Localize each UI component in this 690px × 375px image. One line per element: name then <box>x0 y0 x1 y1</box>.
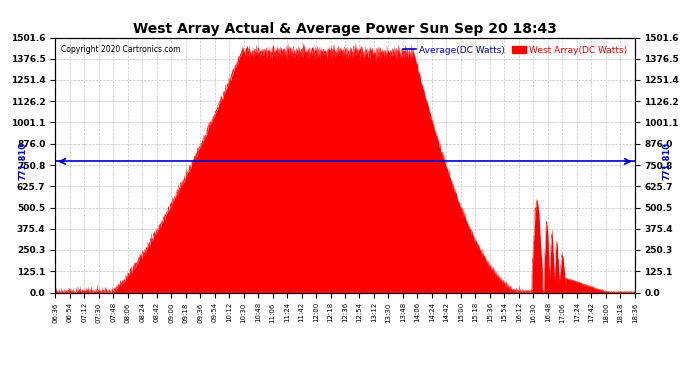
Text: Copyright 2020 Cartronics.com: Copyright 2020 Cartronics.com <box>61 45 181 54</box>
Title: West Array Actual & Average Power Sun Sep 20 18:43: West Array Actual & Average Power Sun Se… <box>133 22 557 36</box>
Legend: Average(DC Watts), West Array(DC Watts): Average(DC Watts), West Array(DC Watts) <box>400 42 630 58</box>
Text: 771.810: 771.810 <box>19 142 28 180</box>
Text: 771.810: 771.810 <box>662 142 671 180</box>
